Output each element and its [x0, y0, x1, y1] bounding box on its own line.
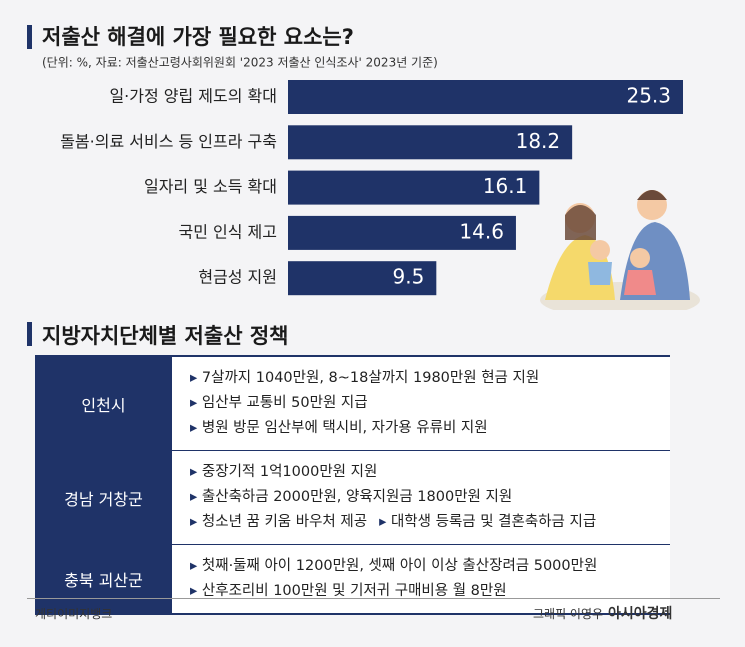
- value-label: 25.3: [626, 84, 671, 108]
- publisher: 아시아경제: [608, 606, 673, 622]
- section-title: 지방자치단체별 저출산 정책: [42, 324, 289, 348]
- graphic-credit: 그래픽 이영우: [533, 607, 604, 621]
- policy-line: 중장기적 1억1000만원 지원: [190, 460, 670, 485]
- table-row: 충북 괴산군첫째·둘째 아이 1200만원, 셋째 아이 이상 출산장려금 50…: [35, 545, 670, 613]
- policy-item: 임산부 교통비 50만원 지급: [190, 395, 368, 411]
- category-label: 일자리 및 소득 확대: [144, 177, 277, 196]
- policy-line: 병원 방문 임산부에 택시비, 자가용 유류비 지원: [190, 416, 670, 441]
- policy-line: 산후조리비 100만원 및 기저귀 구매비용 월 8만원: [190, 579, 670, 604]
- policy-cell: 중장기적 1억1000만원 지원출산축하금 2000만원, 양육지원금 1800…: [172, 451, 670, 544]
- title-marker: [27, 25, 32, 49]
- category-label: 일·가정 양립 제도의 확대: [109, 87, 277, 106]
- chart: 저출산 해결에 가장 필요한 요소는? (단위: %, 자료: 저출산고령사회위…: [42, 25, 700, 310]
- value-label: 16.1: [483, 174, 528, 198]
- policy-item: 중장기적 1억1000만원 지원: [190, 464, 377, 480]
- chart-title: 저출산 해결에 가장 필요한 요소는?: [42, 25, 354, 49]
- policy-line: 7살까지 1040만원, 8~18살까지 1980만원 현금 지원: [190, 366, 670, 391]
- bar: [288, 215, 516, 250]
- photo-credit: 게티이미지뱅크: [35, 607, 113, 621]
- bar: [288, 261, 437, 296]
- table-row: 경남 거창군중장기적 1억1000만원 지원출산축하금 2000만원, 양육지원…: [35, 451, 670, 545]
- category-label: 국민 인식 제고: [179, 222, 278, 241]
- policy-line: 청소년 꿈 키움 바우처 제공 대학생 등록금 및 결혼축하금 지급: [190, 510, 670, 535]
- policy-line: 첫째·둘째 아이 1200만원, 셋째 아이 이상 출산장려금 5000만원: [190, 554, 670, 579]
- policy-table: 인천시7살까지 1040만원, 8~18살까지 1980만원 현금 지원임산부 …: [35, 355, 670, 615]
- value-label: 14.6: [459, 219, 504, 243]
- policy-line: 임산부 교통비 50만원 지급: [190, 391, 670, 416]
- policy-item: 산후조리비 100만원 및 기저귀 구매비용 월 8만원: [190, 583, 507, 599]
- bar: [288, 80, 683, 114]
- region-cell: 인천시: [35, 357, 172, 450]
- table-row: 인천시7살까지 1040만원, 8~18살까지 1980만원 현금 지원임산부 …: [35, 357, 670, 451]
- policy-cell: 첫째·둘째 아이 1200만원, 셋째 아이 이상 출산장려금 5000만원산후…: [172, 545, 670, 613]
- category-label: 현금성 지원: [198, 268, 277, 287]
- policy-cell: 7살까지 1040만원, 8~18살까지 1980만원 현금 지원임산부 교통비…: [172, 357, 670, 450]
- region-cell: 충북 괴산군: [35, 545, 172, 613]
- policy-item: 출산축하금 2000만원, 양육지원금 1800만원 지원: [190, 489, 512, 505]
- policy-item: 대학생 등록금 및 결혼축하금 지급: [379, 514, 596, 530]
- policy-item: 첫째·둘째 아이 1200만원, 셋째 아이 이상 출산장려금 5000만원: [190, 558, 597, 574]
- policy-item: 7살까지 1040만원, 8~18살까지 1980만원 현금 지원: [190, 370, 539, 386]
- region-cell: 경남 거창군: [35, 451, 172, 544]
- policy-line: 출산축하금 2000만원, 양육지원금 1800만원 지원: [190, 485, 670, 510]
- bar: [288, 125, 573, 160]
- policy-item: 병원 방문 임산부에 택시비, 자가용 유류비 지원: [190, 420, 488, 436]
- bar: [288, 170, 540, 205]
- illustration: [540, 190, 700, 310]
- value-label: 9.5: [393, 265, 425, 289]
- chart-subtitle: (단위: %, 자료: 저출산고령사회위원회 '2023 저출산 인식조사' 2…: [42, 56, 438, 70]
- policy-item: 청소년 꿈 키움 바우처 제공: [190, 514, 367, 530]
- category-label: 돌봄·의료 서비스 등 인프라 구축: [60, 132, 277, 151]
- footer-rule: [27, 598, 720, 599]
- value-label: 18.2: [516, 129, 561, 153]
- title-marker: [27, 322, 32, 346]
